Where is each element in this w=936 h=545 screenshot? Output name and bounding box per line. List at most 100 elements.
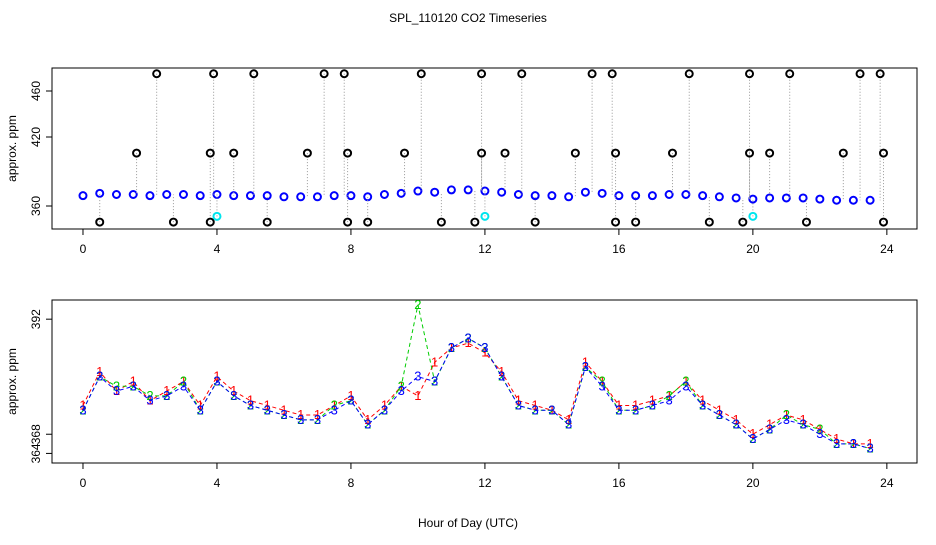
y-tick-label: 392 [29,309,43,329]
x-tick-label: 12 [478,476,492,490]
point-marker: 1 [783,407,790,422]
point-marker: 1 [800,412,807,427]
point-marker: 2 [565,417,572,432]
point-marker: 3 [565,417,572,432]
point [78,191,88,201]
point-marker: 1 [515,393,522,408]
chart-title: SPL_110120 CO2 Timeseries [389,11,547,25]
point-marker: 2 [850,436,857,451]
point [631,191,641,201]
point-marker: 2 [766,421,773,436]
point [748,211,758,221]
point [731,193,741,203]
point-marker: 2 [682,374,689,389]
point [875,69,885,79]
point-marker: 1 [716,402,723,417]
point-marker: 3 [682,378,689,393]
point-marker: 3 [766,421,773,436]
point [262,191,272,201]
point-marker: 3 [364,417,371,432]
point-marker: 3 [582,359,589,374]
point-marker: 3 [632,402,639,417]
x-tick-label: 16 [612,476,626,490]
point [785,69,795,79]
point [343,217,353,227]
point-marker: 2 [816,421,823,436]
point-marker: 1 [632,397,639,412]
point [95,217,105,227]
point [480,211,490,221]
point-marker: 1 [79,397,86,412]
series-line [82,337,871,450]
point-marker: 3 [197,402,204,417]
point [500,148,510,158]
point-marker: 2 [297,412,304,427]
point-marker: 1 [280,402,287,417]
x-tick-label: 4 [214,476,221,490]
point-marker: 2 [381,402,388,417]
point [684,69,694,79]
point-marker: 3 [833,436,840,451]
point-marker: 3 [331,402,338,417]
point-marker: 1 [163,383,170,398]
point [517,69,527,79]
point-marker: 2 [180,374,187,389]
point-marker: 3 [297,412,304,427]
y-tick-label: 420 [29,127,43,147]
point [302,148,312,158]
point [832,195,842,205]
x-tick-label: 20 [746,242,760,256]
point-marker: 3 [498,369,505,384]
point [564,192,574,202]
point [781,193,791,203]
point [815,194,825,204]
point [570,148,580,158]
point [838,148,848,158]
point [343,148,353,158]
x-axis-label: Hour of Day (UTC) [418,516,518,530]
point [801,217,811,227]
point [209,69,219,79]
point [470,217,480,227]
point-marker: 1 [465,335,472,350]
x-tick-label: 4 [214,242,221,256]
point-marker: 3 [398,383,405,398]
point-marker: 2 [113,378,120,393]
point-marker: 3 [749,431,756,446]
y-tick-label: 460 [29,81,43,101]
point [587,69,597,79]
point-marker: 2 [800,417,807,432]
point-marker: 1 [247,393,254,408]
point-marker: 2 [398,378,405,393]
point-marker: 1 [431,354,438,369]
point [714,192,724,202]
point [249,69,259,79]
point-marker: 3 [716,407,723,422]
x-tick-label: 20 [746,476,760,490]
series-line [82,342,871,445]
point-marker: 2 [146,388,153,403]
point-marker: 3 [146,393,153,408]
point-marker: 1 [532,397,539,412]
point-marker: 2 [666,388,673,403]
point-marker: 3 [599,378,606,393]
point-marker: 3 [800,417,807,432]
point-marker: 1 [197,397,204,412]
point [178,190,188,199]
point-marker: 1 [582,354,589,369]
x-tick-label: 24 [880,476,894,490]
point-marker: 1 [565,412,572,427]
point-marker: 2 [448,340,455,355]
point [430,187,440,197]
point [879,217,889,227]
point [312,192,322,202]
point [855,69,865,79]
point-marker: 3 [699,397,706,412]
point [145,191,155,201]
x-tick-label: 12 [478,242,492,256]
x-tick-label: 24 [880,242,894,256]
point-marker: 3 [213,374,220,389]
point [95,188,105,198]
point-marker: 3 [816,426,823,441]
point-marker: 2 [347,393,354,408]
